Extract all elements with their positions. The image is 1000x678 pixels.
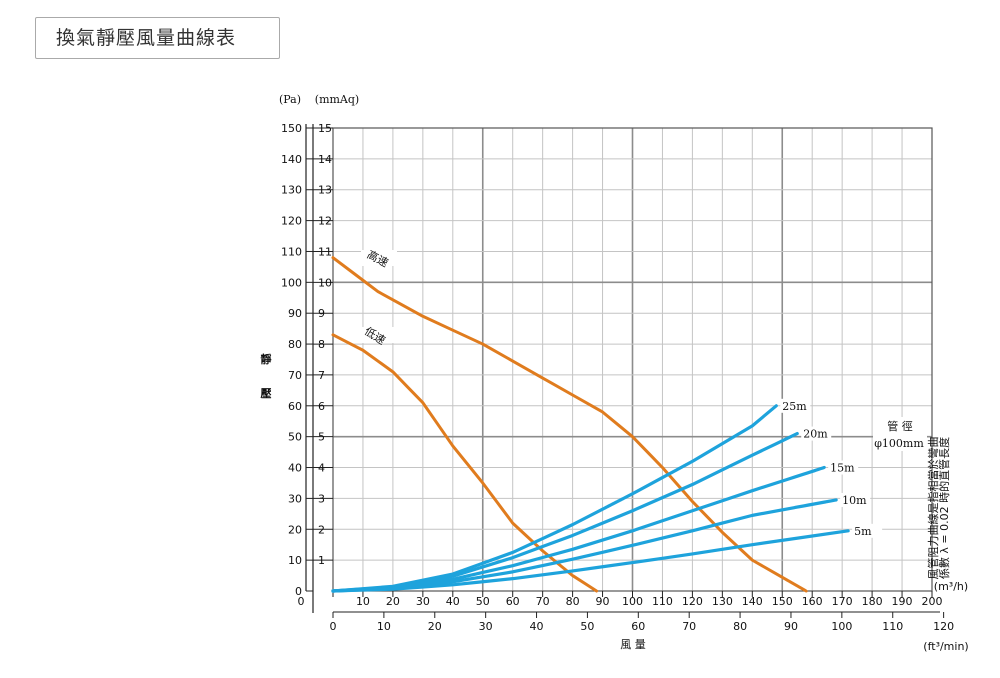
pa-tick-label: 80 [288,338,302,351]
x-tick-label-ftmin: 100 [831,620,852,633]
series-label-bg [358,327,394,343]
x-tick-label-m3h: 170 [832,595,853,608]
x-tick-label-m3h: 30 [416,595,430,608]
x-tick-label-m3h: 180 [862,595,883,608]
pa-tick-label: 20 [288,523,302,536]
x-tick-label-ftmin: 60 [631,620,645,633]
x-tick-label-ftmin: 80 [733,620,747,633]
pa-tick-label: 130 [281,184,302,197]
chart-text: 0102030405060708090100110120130140150123… [261,93,969,653]
x-unit-ftmin: (ft³/min) [923,640,968,653]
mmaq-tick-label: 1 [318,554,325,567]
x-tick-label-m3h: 150 [772,595,793,608]
mmaq-tick-label: 2 [318,523,325,536]
x-tick-label-ftmin: 50 [580,620,594,633]
mmaq-tick-label: 3 [318,492,325,505]
x-tick-label-m3h: 70 [536,595,550,608]
series-label-bg [801,426,832,441]
series-line-高速 [331,256,808,593]
pa-tick-label: 70 [288,369,302,382]
pa-tick-label: 0 [295,585,302,598]
series-label-bg [852,523,883,538]
mmaq-tick-label: 4 [318,462,325,475]
x-tick-label-m3h: 50 [476,595,490,608]
pa-tick-label: 60 [288,400,302,413]
x-tick-label-m3h: 160 [802,595,823,608]
series-label-5m: 5m [854,525,872,538]
pa-tick-label: 50 [288,431,302,444]
x-tick-label-m3h: 80 [566,595,580,608]
series-label-15m: 15m [830,462,855,475]
series-line-5m [331,529,850,593]
pa-tick-label: 30 [288,492,302,505]
x-tick-label-m3h: 20 [386,595,400,608]
pa-tick-label: 150 [281,122,302,135]
series-label-bg [780,398,811,413]
x-tick-label-ftmin: 120 [933,620,954,633]
y-unit-pa: (Pa) [279,93,301,106]
mmaq-tick-label: 10 [318,276,332,289]
chart-frame [305,124,945,618]
mmaq-tick-label: 6 [318,400,325,413]
x-tick-label-ftmin: 40 [530,620,544,633]
y-unit-mmaq: (mmAq) [315,93,359,106]
pa-tick-label: 90 [288,307,302,320]
x-unit-m3h: (m³/h) [934,580,968,593]
mmaq-tick-label: 13 [318,184,332,197]
series-label-bg [828,460,859,475]
x-tick-label-m3h: 100 [622,595,643,608]
pa-tick-label: 40 [288,462,302,475]
x-axis-label: 風 量 [620,638,646,651]
mmaq-tick-label: 5 [318,431,325,444]
x-tick-label-m3h: 110 [652,595,673,608]
page-title: 換氣靜壓風量曲線表 [35,17,280,59]
x-tick-label-m3h: 140 [742,595,763,608]
mmaq-tick-label: 7 [318,369,325,382]
chart-series [331,256,850,593]
y-axis-label-2: 壓 [261,387,272,400]
mmaq-tick-label: 12 [318,215,332,228]
x-tick-label-m3h: 120 [682,595,703,608]
side-note-line: 係數 λ = 0.02 時的直管長度 [937,437,951,579]
x-tick-label-m3h: 130 [712,595,733,608]
x-tick-label-ftmin: 20 [428,620,442,633]
x-tick-label-ftmin: 0 [330,620,337,633]
chart-grid [333,128,932,591]
x-tick-label-m3h: 0 [298,595,305,608]
duct-note-value: φ100mm [874,437,924,450]
series-label-bg [840,492,871,507]
series-label-20m: 20m [803,428,828,441]
x-tick-label-ftmin: 90 [784,620,798,633]
y-axis-label-1: 靜 [261,352,272,366]
mmaq-tick-label: 11 [318,245,332,258]
x-tick-label-ftmin: 30 [479,620,493,633]
series-line-20m [331,431,799,593]
side-note-line: 風管阻力曲線是指相當於彎曲 [926,437,940,580]
x-tick-label-m3h: 60 [506,595,520,608]
x-tick-label-m3h: 200 [922,595,943,608]
pa-tick-label: 100 [281,276,302,289]
series-label-25m: 25m [782,400,807,413]
x-tick-label-m3h: 10 [356,595,370,608]
x-tick-label-m3h: 40 [446,595,460,608]
x-tick-label-ftmin: 70 [682,620,696,633]
mmaq-tick-label: 8 [318,338,325,351]
duct-note-title: 管 徑 [887,419,913,433]
pa-tick-label: 120 [281,215,302,228]
x-tick-label-m3h: 190 [892,595,913,608]
mmaq-tick-label: 14 [318,153,332,166]
mmaq-tick-label: 15 [318,122,332,135]
series-label-10m: 10m [842,494,867,507]
mmaq-tick-label: 9 [318,307,325,320]
series-label-bg [361,250,397,266]
duct-note-bg [873,417,927,451]
x-tick-label-ftmin: 110 [882,620,903,633]
pa-tick-label: 110 [281,245,302,258]
x-tick-label-m3h: 90 [596,595,610,608]
pa-tick-label: 140 [281,153,302,166]
pa-tick-label: 10 [288,554,302,567]
x-tick-label-ftmin: 10 [377,620,391,633]
